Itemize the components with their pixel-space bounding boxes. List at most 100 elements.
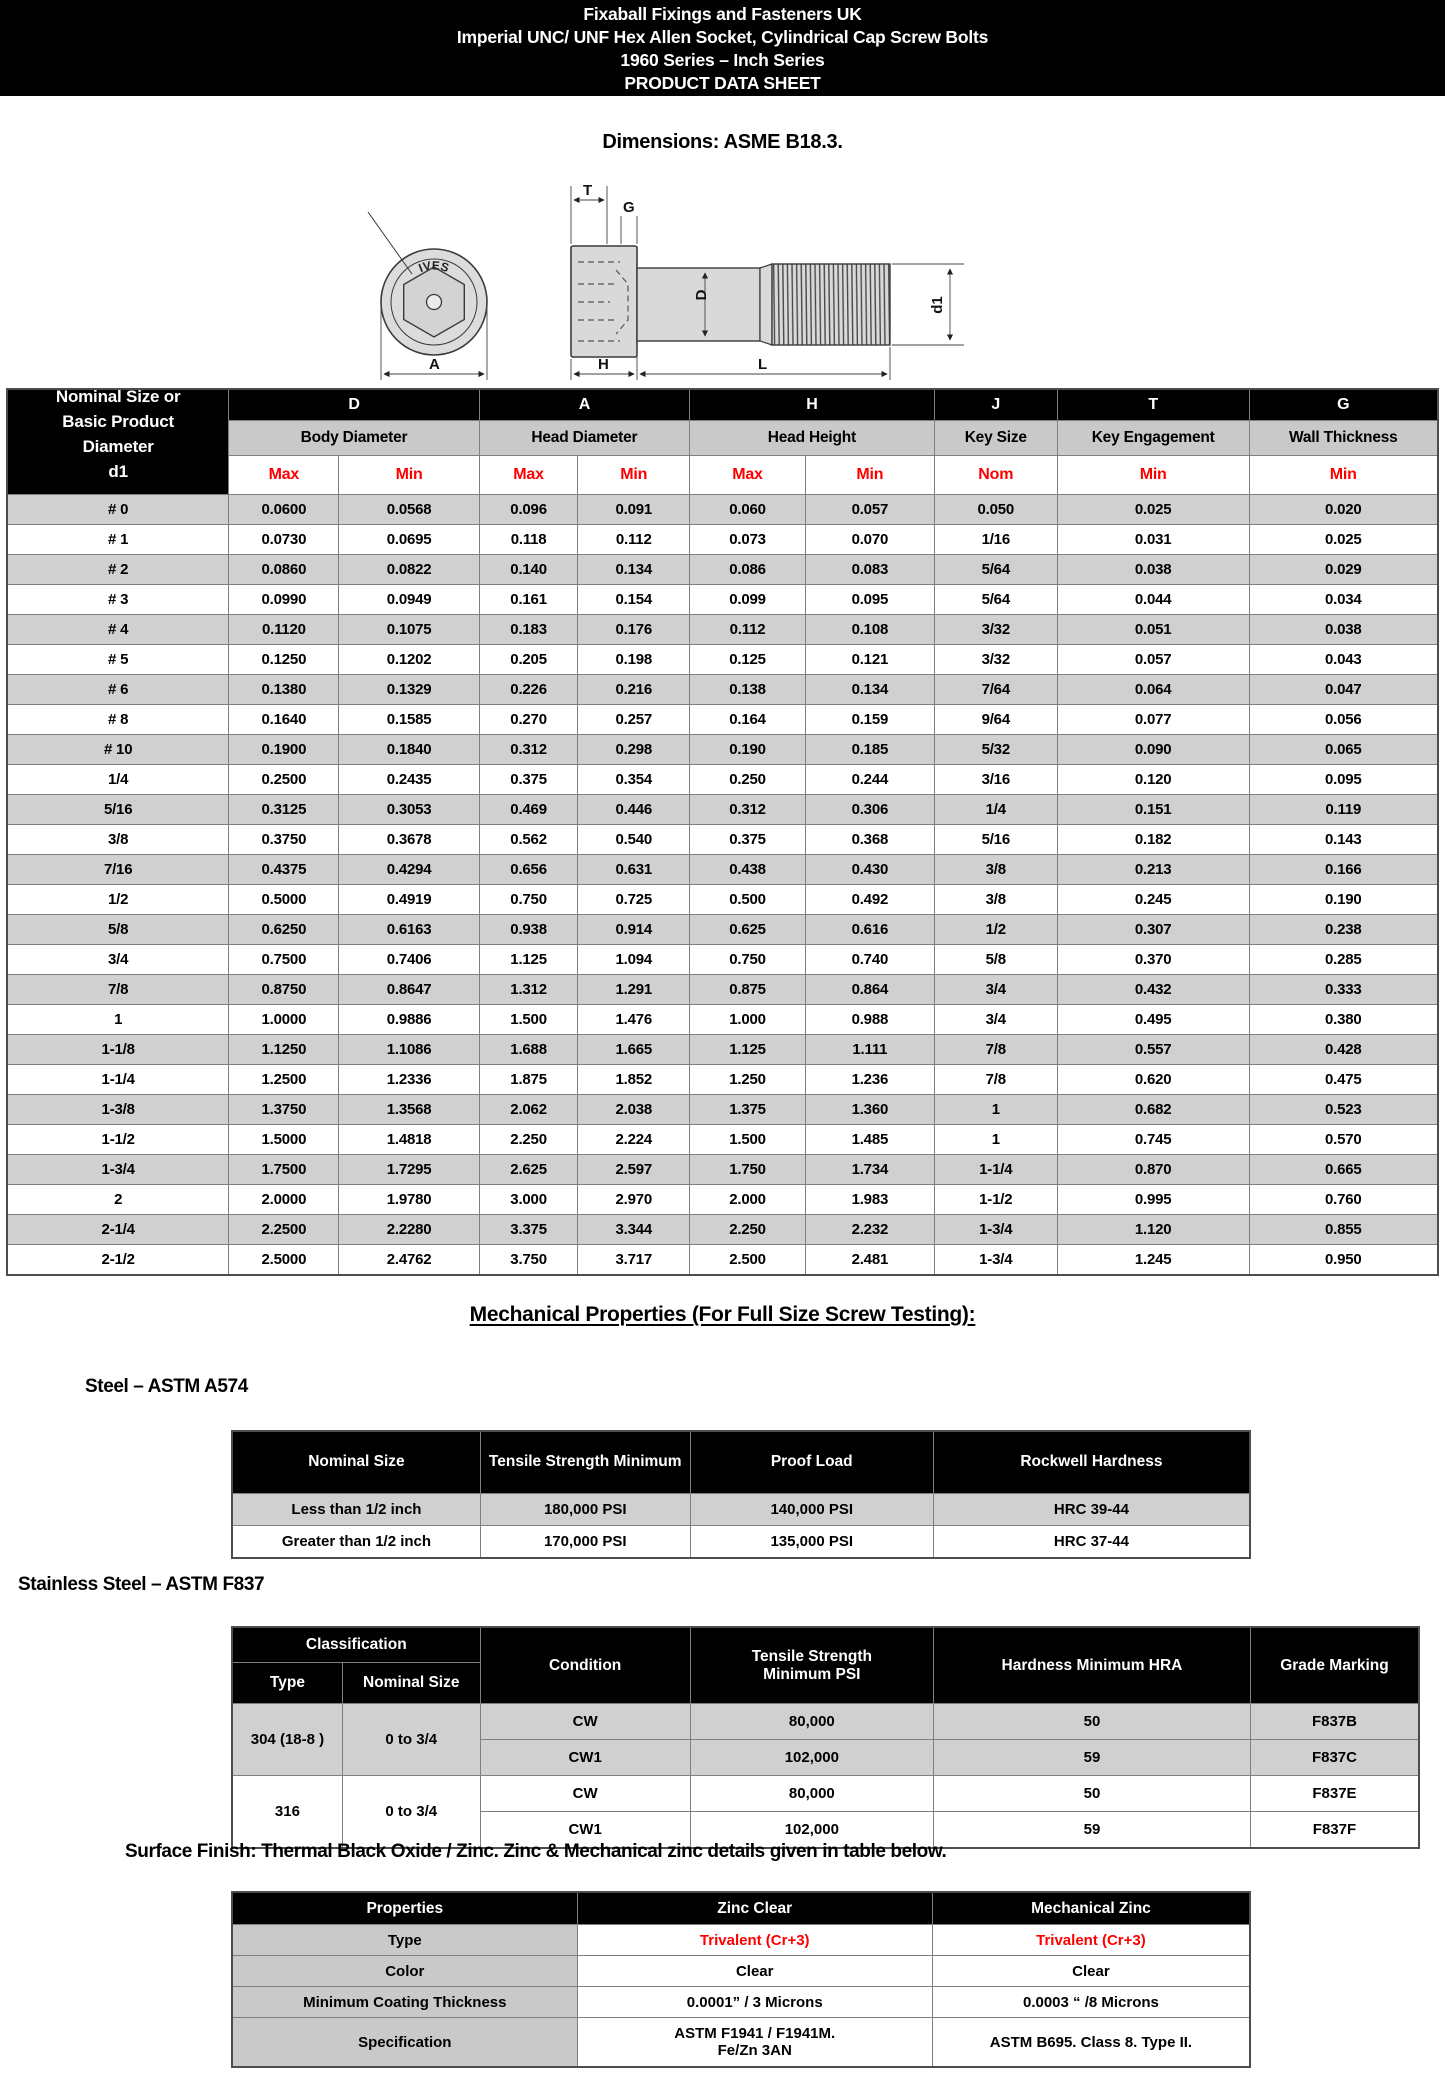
dimension-value: 0.143 (1248, 824, 1439, 855)
dimension-value: 1.0000 (228, 1004, 340, 1035)
row-size-label: 1-3/8 (6, 1094, 230, 1125)
property-value: Trivalent (Cr+3) (576, 1924, 933, 1956)
dimension-value: 0.250 (689, 764, 806, 795)
sub-header: Max (478, 455, 579, 495)
dimension-value: 0.1585 (338, 704, 480, 735)
dimension-value: 3.750 (478, 1244, 579, 1275)
dimension-value: 3/32 (933, 614, 1058, 645)
table-row: 1 1.0000 0.9886 1.500 1.476 1.000 0.988 3/4 0.49… (6, 1004, 1439, 1035)
steel-table-body: Less than 1/2 inch 180,000 PSI 140,000 PSI… (231, 1492, 1251, 1558)
dimension-value: 2.232 (804, 1214, 935, 1245)
steel-type: 316 (231, 1775, 343, 1849)
dimension-value: 0.0860 (228, 554, 340, 585)
table-row: 3/4 0.7500 0.7406 1.125 1.094 0.750 0.740 5/8 0.… (6, 944, 1439, 975)
dimension-value: 0.312 (478, 734, 579, 765)
stainless-value: F837C (1249, 1739, 1420, 1776)
dimension-value: 2.481 (804, 1244, 935, 1275)
stainless-value: 50 (933, 1703, 1251, 1740)
dimension-value: 0.047 (1248, 674, 1439, 705)
table-row: 5/16 0.3125 0.3053 0.469 0.446 0.312 0.306 1/4 0… (6, 794, 1439, 825)
dimension-value: 0.090 (1056, 734, 1250, 765)
dimension-value: 0.6163 (338, 914, 480, 945)
table-row: 1/2 0.5000 0.4919 0.750 0.725 0.500 0.492 3/8 0.… (6, 884, 1439, 915)
dimension-value: 0.205 (478, 644, 579, 675)
dimension-value: 0.1202 (338, 644, 480, 675)
dimension-value: 0.2500 (228, 764, 340, 795)
steel-column-header: Proof Load (689, 1430, 934, 1494)
nominal-size: 0 to 3/4 (341, 1775, 481, 1849)
dimension-value: 1.1086 (338, 1034, 480, 1065)
table-row: 2-1/2 2.5000 2.4762 3.750 3.717 2.500 2.481 1-3… (6, 1244, 1439, 1275)
dimension-value: 0.5000 (228, 884, 340, 915)
dimension-value: 1.125 (689, 1034, 806, 1065)
dimension-value: 1 (933, 1124, 1058, 1155)
dimension-value: 0.1840 (338, 734, 480, 765)
dimension-value: 0.950 (1248, 1244, 1439, 1275)
dimension-value: 0.270 (478, 704, 579, 735)
dimension-value: 0.077 (1056, 704, 1250, 735)
dimension-value: 0.120 (1056, 764, 1250, 795)
dimension-value: 0.118 (478, 524, 579, 555)
dimension-value: 0.864 (804, 974, 935, 1005)
head-marking-text: IVES (417, 258, 451, 275)
group-letter: J (933, 388, 1058, 421)
dimension-value: 1.476 (577, 1004, 691, 1035)
dimension-value: 0.333 (1248, 974, 1439, 1005)
dimension-value: 0.091 (577, 494, 691, 525)
stainless-header-row-2: Type Nominal Size (231, 1662, 1419, 1704)
dimension-value: 0.064 (1056, 674, 1250, 705)
dimension-value: 3/16 (933, 764, 1058, 795)
corner-header-line: d1 (108, 462, 128, 481)
dimension-value: 0.216 (577, 674, 691, 705)
row-size-label: 7/16 (6, 854, 230, 885)
dimension-value: 0.083 (804, 554, 935, 585)
steel-table-header-row: Nominal Size Tensile Strength Minimum Proo… (231, 1430, 1251, 1494)
dimension-value: 0.031 (1056, 524, 1250, 555)
dimension-value: 0.432 (1056, 974, 1250, 1005)
steel-section-label: Steel – ASTM A574 (85, 1376, 248, 1397)
property-value-line: ASTM F1941 / F1941M. (674, 2025, 836, 2042)
dimension-value: 3/8 (933, 884, 1058, 915)
dimension-value: 0.121 (804, 644, 935, 675)
row-size-label: 1-1/8 (6, 1034, 230, 1065)
dimension-value: 0.475 (1248, 1064, 1439, 1095)
dimension-value: 0.4294 (338, 854, 480, 885)
dimension-value: 0.370 (1056, 944, 1250, 975)
dimension-labels: T G D d1 A H L (429, 182, 946, 373)
dimension-value: 0.119 (1248, 794, 1439, 825)
dimension-value: 0.108 (804, 614, 935, 645)
dimension-value: 1.094 (577, 944, 691, 975)
dimension-value: 0.112 (689, 614, 806, 645)
dimension-value: 0.0822 (338, 554, 480, 585)
dimension-value: 0.190 (689, 734, 806, 765)
dimension-value: 0.140 (478, 554, 579, 585)
table-row: # 0 0.0600 0.0568 0.096 0.091 0.060 0.057 0.050… (6, 494, 1439, 525)
dimension-value: 1/16 (933, 524, 1058, 555)
label-L: L (758, 356, 767, 373)
dimension-value: 1.3750 (228, 1094, 340, 1125)
stainless-header-row-1: Classification Condition Tensile Strength … (231, 1626, 1420, 1704)
dimension-value: 5/16 (933, 824, 1058, 855)
property-value: ASTM F1941 / F1941M. Fe/Zn 3AN (576, 2017, 933, 2068)
stainless-section-label: Stainless Steel – ASTM F837 (18, 1574, 265, 1595)
dimension-value: 0.238 (1248, 914, 1439, 945)
dimension-value: 1.4818 (338, 1124, 480, 1155)
dimension-value: 0.7406 (338, 944, 480, 975)
dimension-value: 0.875 (689, 974, 806, 1005)
dimension-value: 0.198 (577, 644, 691, 675)
group-name: Key Engagement (1056, 420, 1250, 456)
dimension-value: 2.5000 (228, 1244, 340, 1275)
row-size-label: 1/2 (6, 884, 230, 915)
table-row: Color Clear Clear (231, 1955, 1251, 1987)
sub-header: Nom (933, 455, 1058, 495)
property-value: 0.0003 “ /8 Microns (931, 1986, 1251, 2018)
table-row: 316 0 to 3/4 CW 80,000 50 F837E (231, 1775, 1420, 1849)
dimension-value: 2.038 (577, 1094, 691, 1125)
dimension-value: 0.745 (1056, 1124, 1250, 1155)
dimension-value: 3.717 (577, 1244, 691, 1275)
dimension-value: 2.500 (689, 1244, 806, 1275)
dimension-value: 1-1/4 (933, 1154, 1058, 1185)
dimension-value: 1.852 (577, 1064, 691, 1095)
surface-column-header: Properties (231, 1891, 578, 1925)
table-row: 2 2.0000 1.9780 3.000 2.970 2.000 1.983 1-1/2 0.… (6, 1184, 1439, 1215)
